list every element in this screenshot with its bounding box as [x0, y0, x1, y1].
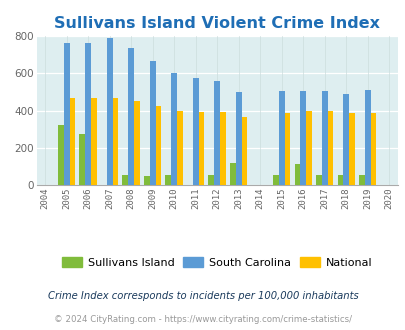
Text: © 2024 CityRating.com - https://www.cityrating.com/crime-statistics/: © 2024 CityRating.com - https://www.city…	[54, 315, 351, 324]
Bar	[128, 49, 134, 185]
Bar	[208, 175, 214, 185]
Bar	[284, 113, 290, 185]
Bar	[79, 134, 85, 185]
Text: Crime Index corresponds to incidents per 100,000 inhabitants: Crime Index corresponds to incidents per…	[47, 291, 358, 301]
Bar	[171, 74, 177, 185]
Bar	[321, 91, 327, 185]
Bar	[155, 106, 161, 185]
Bar	[364, 90, 370, 185]
Bar	[235, 92, 241, 185]
Bar	[69, 98, 75, 185]
Bar	[64, 43, 69, 185]
Bar	[58, 125, 64, 185]
Bar	[122, 175, 128, 185]
Bar	[358, 175, 364, 185]
Bar	[85, 43, 91, 185]
Bar	[337, 175, 343, 185]
Bar	[272, 175, 278, 185]
Bar	[278, 91, 284, 185]
Bar	[214, 81, 220, 185]
Bar	[177, 111, 183, 185]
Bar	[198, 113, 204, 185]
Bar	[220, 113, 225, 185]
Bar	[107, 38, 112, 185]
Bar	[305, 111, 311, 185]
Bar	[192, 78, 198, 185]
Bar	[315, 175, 321, 185]
Bar	[165, 175, 171, 185]
Bar	[241, 117, 247, 185]
Bar	[300, 91, 305, 185]
Bar	[294, 164, 300, 185]
Bar	[370, 113, 375, 185]
Bar	[343, 94, 348, 185]
Bar	[144, 176, 149, 185]
Bar	[149, 61, 155, 185]
Title: Sullivans Island Violent Crime Index: Sullivans Island Violent Crime Index	[54, 16, 379, 31]
Bar	[91, 98, 97, 185]
Legend: Sullivans Island, South Carolina, National: Sullivans Island, South Carolina, Nation…	[58, 253, 375, 272]
Bar	[348, 113, 354, 185]
Bar	[134, 101, 140, 185]
Bar	[112, 98, 118, 185]
Bar	[230, 163, 235, 185]
Bar	[327, 111, 333, 185]
